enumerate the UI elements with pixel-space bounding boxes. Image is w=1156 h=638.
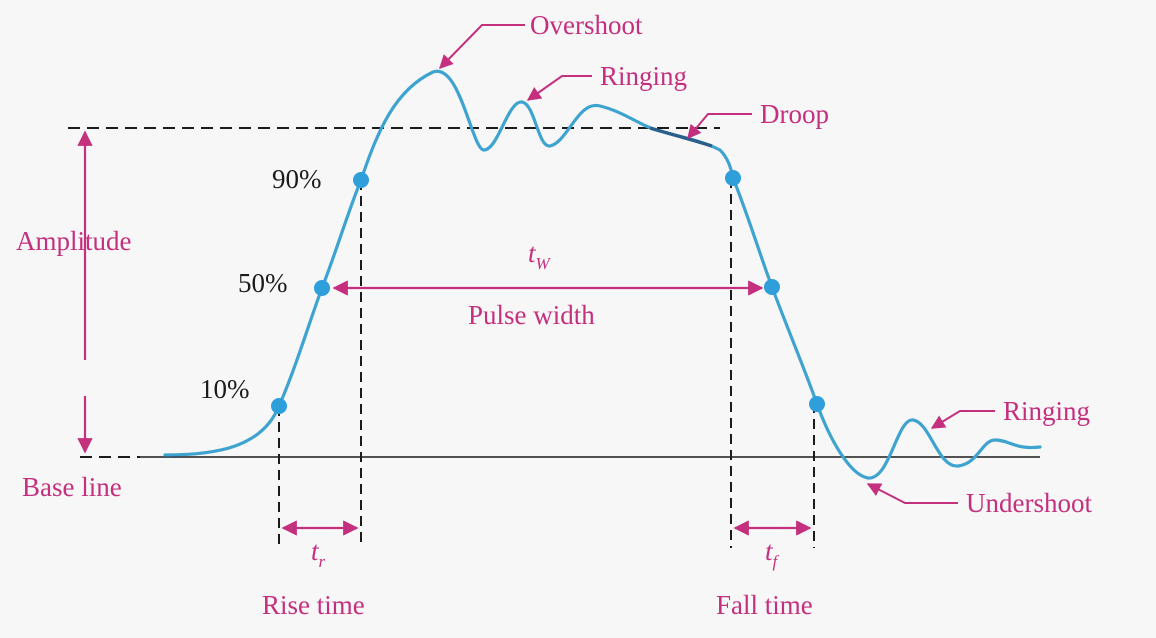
p90-fall-marker bbox=[725, 170, 741, 186]
pulse-width-label: Pulse width bbox=[468, 300, 595, 330]
overshoot-leader bbox=[439, 24, 525, 70]
droop-segment bbox=[649, 126, 713, 148]
droop-label: Droop bbox=[760, 99, 829, 129]
pulse-width-symbol: tW bbox=[528, 238, 552, 273]
ringing-right-leader bbox=[930, 410, 995, 429]
undershoot-leader bbox=[866, 483, 958, 504]
p50-fall-marker bbox=[764, 279, 780, 295]
ringing-right-label: Ringing bbox=[1003, 396, 1090, 426]
amplitude-label: Amplitude bbox=[16, 226, 132, 256]
p90-label: 90% bbox=[272, 164, 322, 194]
p50-rise-marker bbox=[314, 280, 330, 296]
base-line-label: Base line bbox=[22, 472, 122, 502]
p50-label: 50% bbox=[238, 268, 288, 298]
fall-time-symbol: tf bbox=[765, 536, 780, 571]
p10-rise-marker bbox=[271, 398, 287, 414]
rise-time-label: Rise time bbox=[262, 590, 365, 620]
p90-rise-marker bbox=[353, 172, 369, 188]
ringing-top-label: Ringing bbox=[600, 61, 687, 91]
fall-time-label: Fall time bbox=[716, 590, 813, 620]
amplitude-arrow-gap bbox=[75, 360, 95, 396]
p10-label: 10% bbox=[200, 374, 250, 404]
ringing-top-leader bbox=[526, 75, 592, 101]
droop-leader bbox=[687, 113, 752, 140]
pulse-waveform bbox=[163, 69, 1042, 480]
rise-time-symbol: tr bbox=[311, 536, 326, 571]
p10-fall-marker bbox=[809, 396, 825, 412]
overshoot-label: Overshoot bbox=[530, 10, 643, 40]
undershoot-label: Undershoot bbox=[966, 488, 1092, 518]
